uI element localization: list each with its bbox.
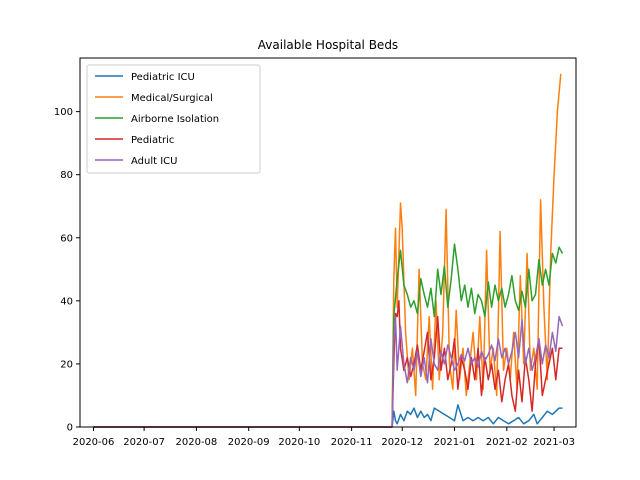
x-tick-label: 2020-09 xyxy=(228,437,270,448)
legend: Pediatric ICU Medical/Surgical Airborne Is… xyxy=(86,64,261,174)
plot-frame xyxy=(79,57,577,428)
y-tick-label: 20 xyxy=(60,359,73,370)
x-tick-label: 2020-11 xyxy=(331,437,373,448)
x-tick-label: 2021-03 xyxy=(533,437,575,448)
x-tick-label: 2021-02 xyxy=(486,437,528,448)
x-tick-label: 2020-06 xyxy=(73,437,115,448)
legend-label-4: Adult ICU xyxy=(131,156,177,167)
legend-label-2: Airborne Isolation xyxy=(131,114,219,125)
series-line-2 xyxy=(93,243,564,428)
y-tick-label: 60 xyxy=(60,233,73,244)
y-axis: 0 20 40 60 80 100 xyxy=(54,107,80,434)
x-tick-label: 2021-01 xyxy=(434,437,476,448)
chart-title: Available Hospital Beds xyxy=(258,38,398,52)
x-tick-label: 2020-07 xyxy=(123,437,165,448)
series-layer xyxy=(93,73,564,428)
series-line-0 xyxy=(93,404,563,428)
x-tick-label: 2020-08 xyxy=(176,437,218,448)
series-line-3 xyxy=(93,300,563,428)
series-line-4 xyxy=(93,315,564,428)
x-tick-label: 2020-12 xyxy=(381,437,423,448)
y-tick-label: 80 xyxy=(60,170,73,181)
y-tick-label: 100 xyxy=(54,107,73,118)
x-tick-label: 2020-10 xyxy=(278,437,320,448)
legend-box xyxy=(86,64,261,174)
x-axis: 2020-06 2020-07 2020-08 2020-09 2020-10 2020-… xyxy=(73,427,575,448)
y-tick-label: 0 xyxy=(67,423,73,434)
legend-label-3: Pediatric xyxy=(131,135,174,146)
y-tick-label: 40 xyxy=(60,296,73,307)
legend-label-1: Medical/Surgical xyxy=(131,93,213,104)
legend-label-0: Pediatric ICU xyxy=(131,72,195,83)
